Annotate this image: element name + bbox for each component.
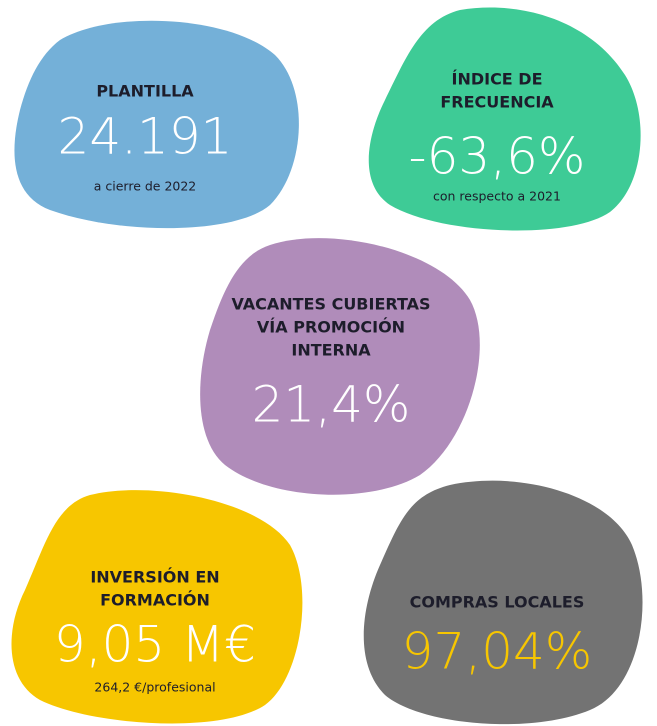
card-label: VACANTES CUBIERTAS — [231, 295, 430, 314]
card-value: -63,6% — [409, 128, 586, 186]
card-value: 9,05 M€ — [54, 616, 256, 674]
blob — [11, 490, 303, 724]
card-label: INVERSIÓN EN — [90, 568, 219, 587]
card-label: FORMACIÓN — [100, 591, 210, 610]
blob — [14, 20, 299, 229]
card-value: 97,04% — [402, 623, 593, 681]
card-label: COMPRAS LOCALES — [410, 593, 585, 612]
card-value: 24.191 — [58, 108, 233, 166]
card-label: VÍA PROMOCIÓN — [257, 318, 405, 337]
card-label: FRECUENCIA — [440, 93, 554, 112]
blob — [363, 480, 643, 725]
card-note: a cierre de 2022 — [94, 179, 197, 194]
card-note: con respecto a 2021 — [433, 189, 561, 204]
blob — [368, 7, 641, 231]
card-label: PLANTILLA — [96, 82, 194, 101]
card-label: ÍNDICE DE — [451, 70, 542, 89]
blob — [200, 238, 480, 495]
card-label: INTERNA — [291, 341, 371, 360]
card-note: 264,2 €/profesional — [94, 680, 215, 695]
card-value: 21,4% — [252, 376, 411, 434]
